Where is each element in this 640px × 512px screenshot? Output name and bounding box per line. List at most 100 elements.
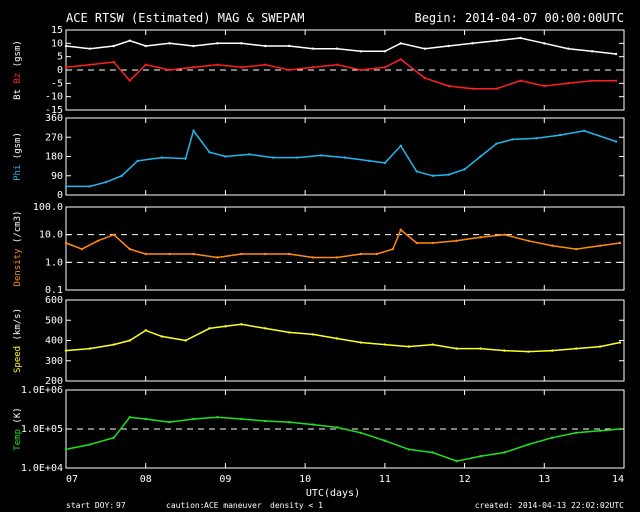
phi-series-phi-point [319, 154, 323, 157]
phi-series-phi-point [295, 156, 299, 159]
phi-series-phi-point [64, 185, 68, 188]
speed-series-speed-point [64, 349, 68, 352]
density-ytick-label-1: 10.0 [39, 230, 63, 241]
temp-ylabel-part-1: (K) [13, 407, 23, 429]
speed-series-speed-line [65, 323, 621, 353]
speed-series-speed-point [224, 325, 227, 328]
density-series-density-point [216, 256, 219, 259]
phi-series-phi-point [104, 180, 108, 184]
x-axis: 07 08 09 10 11 12 13 14 [66, 474, 624, 485]
speed-series-speed-point [311, 333, 315, 336]
density-ytick-label-3: 0.1 [45, 285, 63, 296]
x-tick-label-2: 09 [219, 474, 231, 485]
mag-series-bt-point [311, 47, 315, 50]
density-series-density-point [335, 256, 339, 259]
speed-series-speed-point [144, 329, 147, 332]
density-series-density-point [80, 247, 84, 251]
mag-ytick-label-2: 5 [57, 52, 63, 63]
mag-series-bz-point [399, 58, 402, 61]
phi-series-phi-point [415, 170, 418, 173]
phi-ytick-label-0: 360 [45, 113, 63, 124]
mag-series-bz-point [88, 63, 92, 66]
temp-series-temp-point [144, 417, 147, 421]
temp-series-temp-point [192, 417, 195, 421]
created-timestamp: created: 2014-04-13 22:02:02UTC [475, 501, 624, 510]
density-series-density-point [527, 239, 530, 243]
mag-series-bz-point [471, 87, 474, 90]
temp-series-temp-point [598, 429, 602, 432]
speed-series-speed-point [128, 339, 131, 342]
speed-ytick-label-0: 600 [45, 295, 63, 306]
temp-series-temp-point [264, 419, 267, 423]
temp-ytick-label-2: 1.0E+04 [21, 463, 63, 474]
temp-series-temp-point [383, 439, 387, 442]
mag-series-bz-point [495, 87, 498, 90]
mag-series-bz-point [216, 63, 219, 66]
phi-series-phi-point [160, 156, 163, 159]
begin-timestamp: Begin: 2014-04-07 00:00:00UTC [414, 11, 624, 25]
caution-maneuver: ACE maneuver [204, 501, 262, 510]
phi-series-phi-point [511, 138, 514, 141]
phi-ylabel: Phi (gsm) [13, 132, 23, 181]
phi-ytick-label-1: 270 [45, 132, 63, 143]
temp-series-temp-point [431, 451, 434, 454]
phi-series-phi-point [614, 140, 618, 143]
density-series-density-point [399, 228, 402, 231]
speed-series-speed-point [455, 347, 458, 350]
phi-series-phi-point [343, 156, 347, 159]
mag-ytick-label-4: -5 [51, 78, 63, 89]
temp-series-temp-point [335, 426, 339, 429]
phi-series-phi-point [184, 157, 187, 160]
mag-series-bt-point [519, 36, 522, 40]
mag-series-bz-point [112, 60, 116, 64]
temp-series-temp-point [216, 416, 219, 419]
speed-series-speed-point [503, 349, 506, 352]
mag-series-bt-point [495, 39, 498, 42]
mag-series-bt-point [614, 52, 618, 56]
mag-ytick-label-1: 10 [51, 38, 63, 49]
phi-ytick-label-2: 180 [45, 152, 63, 163]
speed-series-speed-point [618, 341, 622, 344]
phi-series-phi-point [208, 151, 211, 154]
mag-ylabel-part-0: Bt [13, 89, 23, 100]
mag-series-bz-point [614, 79, 618, 82]
mag-series-bt-point [359, 50, 363, 53]
temp-series-temp-point [551, 436, 554, 439]
mag-series-bt-point [168, 42, 171, 45]
speed-ytick-label-3: 300 [45, 356, 63, 367]
temp-ytick-label-1: 1.0E+05 [21, 424, 63, 435]
start-doy-label: start DOY: [66, 501, 114, 510]
mag-series-bt-point [543, 42, 546, 45]
speed-series-speed-point [240, 323, 243, 326]
speed-series-speed-point [574, 347, 578, 350]
density-series-density-point [192, 252, 195, 256]
mag-series-bt-point [423, 47, 426, 50]
mag-series-bz-point [543, 84, 546, 88]
mag-series-bt-point [335, 47, 339, 50]
panel-mag: 15 10 5 0 -5 -10 -15 Bt Bz (gsm) [13, 25, 625, 116]
temp-series-temp-point [311, 423, 315, 426]
temp-series-temp-point [88, 443, 92, 446]
mag-series-bt-point [288, 44, 291, 48]
temp-series-temp-point [64, 448, 68, 451]
phi-series-phi-point [399, 144, 402, 148]
temp-series-temp-point [479, 455, 482, 458]
panel-temp: 1.0E+06 1.0E+05 1.0E+04 Temp (K) [13, 385, 625, 474]
density-ylabel-part-1: (/cm3) [13, 211, 23, 249]
speed-series-speed-point [598, 345, 602, 348]
x-tick-label-0: 07 [66, 474, 78, 485]
mag-ytick-label-0: 15 [51, 25, 63, 36]
mag-series-bz-point [192, 66, 195, 69]
mag-series-bz-point [359, 68, 363, 72]
phi-ytick-label-3: 90 [51, 171, 63, 182]
mag-series-bz-point [335, 63, 339, 66]
panel-phi: 360 270 180 90 0 Phi (gsm) [13, 113, 625, 201]
temp-series-temp-point [574, 431, 578, 434]
temp-series-temp-point [407, 448, 410, 451]
x-tick-label-1: 08 [140, 474, 152, 485]
mag-series-bz-point [264, 63, 267, 66]
phi-series-phi-point [495, 142, 498, 145]
density-series-density-point [64, 241, 68, 245]
temp-series-temp-point [168, 420, 171, 424]
density-series-density-point [240, 252, 243, 256]
